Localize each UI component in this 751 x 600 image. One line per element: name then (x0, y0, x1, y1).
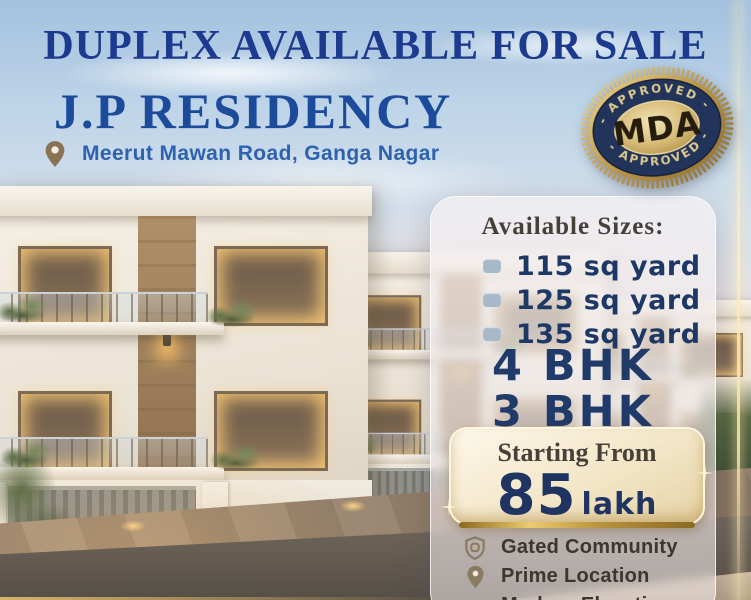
bhk-option: 4 BHK (492, 341, 654, 391)
sparkle-decoration (696, 464, 714, 482)
list-item: Prime Location (463, 562, 705, 591)
address-row: Meerut Mawan Road, Ganga Nagar (44, 140, 439, 168)
poster-title: DUPLEX AVAILABLE FOR SALE (43, 23, 708, 69)
price-unit: lakh (581, 487, 658, 522)
price-amount: 85 (496, 463, 577, 528)
shield-icon (463, 535, 487, 560)
mda-approved-badge: - APPROVED - - APPROVED - MDA (580, 66, 734, 189)
bullet-icon (483, 293, 501, 307)
price-label: Starting From (497, 438, 657, 467)
address-text: Meerut Mawan Road, Ganga Nagar (82, 142, 440, 165)
list-item: 125 sq yard (483, 283, 701, 317)
list-item: 115 sq yard (483, 249, 701, 283)
bullet-icon (483, 327, 501, 341)
list-item: 135 sq yard (483, 317, 701, 351)
location-pin-icon (45, 141, 65, 167)
cloud (420, 26, 700, 66)
sparkle-decoration (440, 498, 458, 516)
price-value: 85 lakh (451, 463, 703, 528)
info-panel: Available Sizes: 115 sq yard 125 sq yard… (430, 196, 716, 600)
list-item: Gated Community (463, 533, 705, 562)
sizes-list: 115 sq yard 125 sq yard 135 sq yard (483, 249, 701, 351)
bullet-icon (483, 259, 501, 273)
sizes-heading: Available Sizes: (481, 213, 665, 240)
layers-icon (463, 594, 487, 600)
price-box: Starting From 85 lakh (449, 427, 705, 528)
bhk-options: 4 BHK 3 BHK (431, 343, 715, 435)
cloud (60, 50, 400, 96)
gold-bottom-edge (0, 597, 451, 600)
project-name: J.P RESIDENCY (54, 83, 453, 139)
list-item: Modern Elevation (463, 591, 705, 600)
features-list: Gated Community Prime Location (463, 533, 705, 600)
location-pin-icon (463, 565, 487, 589)
gold-light-streak (737, 0, 740, 600)
